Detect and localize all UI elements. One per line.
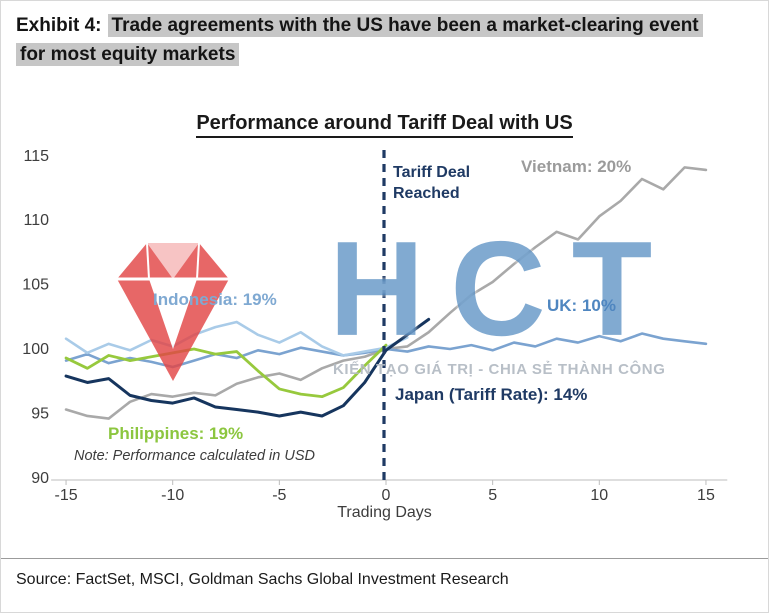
exhibit-number: Exhibit 4: (16, 15, 102, 36)
philippines-series-label: Philippines: 19% (108, 424, 244, 443)
vietnam-series-label: Vietnam: 20% (521, 157, 632, 176)
event-annotation: Tariff Deal Reached (393, 162, 470, 204)
svg-text:95: 95 (31, 405, 49, 422)
exhibit-title-line2: for most equity markets (16, 40, 703, 69)
svg-text:5: 5 (488, 487, 497, 504)
footer-divider (1, 558, 768, 559)
event-annotation-line1: Tariff Deal (393, 164, 471, 181)
japan-series-label: Japan (Tariff Rate): 14% (395, 385, 588, 404)
svg-text:115: 115 (23, 148, 49, 165)
svg-text:15: 15 (697, 487, 715, 504)
indonesia-series-label: Indonesia: 19% (153, 290, 277, 309)
exhibit-title-text-2: for most equity markets (16, 43, 240, 66)
svg-text:0: 0 (382, 487, 391, 504)
svg-text:-10: -10 (161, 487, 184, 504)
svg-text:110: 110 (23, 212, 49, 229)
event-annotation-line2: Reached (393, 185, 460, 202)
exhibit-header: Exhibit 4: Trade agreements with the US h… (16, 11, 703, 69)
svg-text:-5: -5 (272, 487, 286, 504)
svg-text:105: 105 (22, 277, 49, 294)
x-axis-title: Trading Days (337, 504, 432, 521)
svg-text:90: 90 (31, 470, 49, 487)
chart-note: Note: Performance calculated in USD (74, 448, 315, 464)
svg-text:-15: -15 (54, 487, 77, 504)
uk-series-label: UK: 10% (547, 296, 616, 315)
source-attribution: Source: FactSet, MSCI, Goldman Sachs Glo… (16, 571, 509, 588)
svg-text:100: 100 (22, 341, 49, 358)
exhibit-title-line1: Exhibit 4: Trade agreements with the US h… (16, 11, 703, 40)
svg-text:10: 10 (590, 487, 608, 504)
exhibit-title-text: Trade agreements with the US have been a… (107, 14, 703, 37)
chart-title: Performance around Tariff Deal with US (1, 112, 768, 138)
